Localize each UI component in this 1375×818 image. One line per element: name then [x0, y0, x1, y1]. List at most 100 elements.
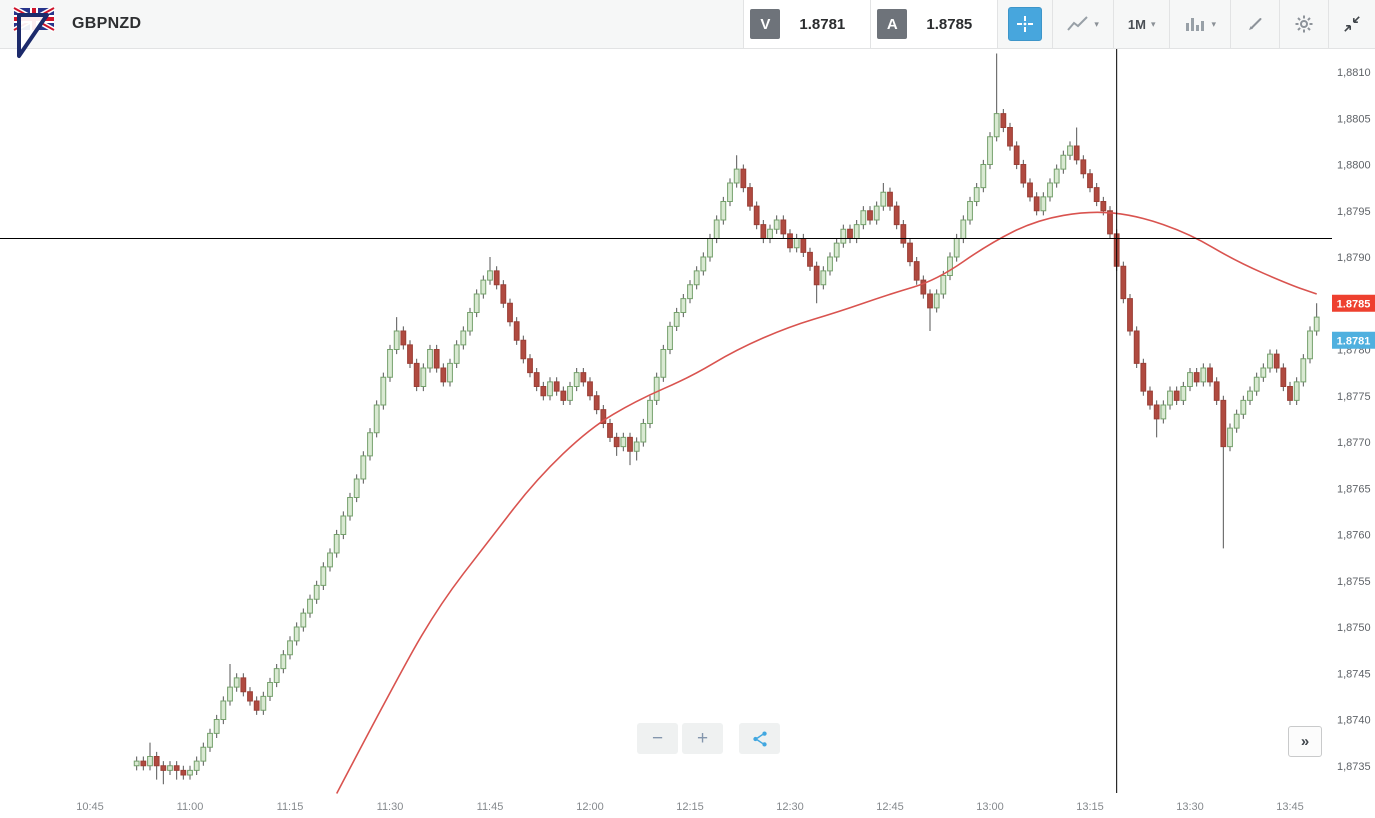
price-axis-label: 1,8740 [1337, 715, 1371, 727]
candle-body [787, 233, 793, 249]
drawing-tools-button[interactable] [1241, 0, 1269, 48]
time-axis-label: 12:00 [576, 801, 604, 813]
candle-body [920, 279, 927, 295]
sell-button[interactable]: V 1.8781 [744, 0, 870, 48]
indicators-group: ▾ [1169, 0, 1230, 48]
share-icon [752, 730, 767, 747]
candle-body [173, 765, 180, 771]
candle-body [820, 270, 827, 286]
time-axis-label: 13:45 [1276, 801, 1304, 813]
candle-body [1107, 210, 1113, 235]
candle-body [620, 436, 627, 448]
share-button[interactable] [739, 723, 780, 754]
arrow-overlay-icon [17, 13, 49, 58]
candle-body [253, 700, 260, 711]
candle-body [267, 682, 273, 697]
candle-body [940, 275, 947, 295]
candle-body [1067, 145, 1073, 156]
candle-body [1180, 386, 1187, 401]
candle-body [680, 298, 687, 313]
candles-layer[interactable] [133, 53, 1320, 785]
candle-body [720, 201, 727, 221]
candle-body [1200, 367, 1207, 383]
toolbar-tools: V 1.8781 A 1.8785 ▾ [743, 0, 1375, 48]
time-axis-label: 10:45 [76, 801, 104, 813]
price-chart[interactable]: 1,88101,88051,88001,87951,87901,87851,87… [0, 48, 1375, 818]
candle-body [1093, 187, 1100, 202]
candle-body [753, 205, 760, 226]
candle-body [993, 113, 1000, 138]
separator [870, 0, 872, 48]
candle-body [527, 358, 533, 374]
candle-body [387, 349, 393, 378]
price-axis-label: 1,8755 [1337, 576, 1371, 588]
symbol-label: GBPNZD [72, 15, 142, 32]
price-axis-label: 1,8775 [1337, 391, 1371, 403]
candle-body [1247, 390, 1253, 401]
settings-button[interactable] [1290, 0, 1318, 48]
chart-type-group: ▾ [1052, 0, 1113, 48]
buy-button[interactable]: A 1.8785 [871, 0, 997, 48]
collapse-group [1328, 0, 1375, 48]
candle-body [760, 224, 767, 239]
candle-body [700, 256, 707, 272]
candle-body [1140, 362, 1147, 392]
zoom-out-button[interactable]: − [637, 723, 678, 754]
candle-body [953, 238, 960, 258]
chevron-down-icon: ▾ [1150, 18, 1156, 29]
candle-body [1267, 353, 1273, 369]
indicators-button[interactable]: ▾ [1180, 0, 1220, 48]
collapse-chart-button[interactable] [1339, 0, 1365, 48]
zoom-in-button[interactable]: + [682, 723, 723, 754]
candle-body [360, 455, 367, 480]
toolbar: GBPNZD V 1.8781 A 1.8785 [0, 0, 1375, 58]
candle-body [460, 330, 467, 346]
candle-body [313, 584, 320, 600]
candle-body [867, 210, 873, 221]
candle-body [687, 284, 693, 300]
candle-body [707, 238, 713, 258]
price-axis-label: 1,8810 [1337, 67, 1371, 79]
buy-price: 1.8785 [926, 15, 973, 33]
time-axis-label: 11:30 [377, 801, 404, 813]
candle-body [660, 349, 667, 378]
candle-body [1073, 145, 1080, 161]
collapse-icon [1344, 16, 1360, 32]
crosshair-button[interactable] [1008, 7, 1043, 41]
candle-body [353, 478, 360, 498]
candle-body [827, 256, 833, 272]
chart-type-button[interactable]: ▾ [1063, 0, 1103, 48]
candle-body [200, 746, 207, 762]
candle-body [320, 566, 327, 586]
candle-body [1100, 201, 1107, 212]
chart-area[interactable]: 1,88101,88051,88001,87951,87901,87851,87… [0, 48, 1375, 818]
candle-body [187, 769, 193, 776]
candle-body [567, 386, 573, 401]
time-axis-label: 13:30 [1176, 801, 1204, 813]
candle-body [487, 270, 493, 281]
candle-body [1047, 182, 1053, 198]
candle-body [1207, 367, 1213, 383]
candle-body [880, 191, 887, 207]
candle-body [1167, 390, 1173, 406]
candle-body [393, 330, 400, 350]
candle-body [1013, 145, 1020, 165]
candle-body [800, 238, 807, 253]
price-axis-label: 1,8745 [1337, 668, 1371, 680]
timeframe-button[interactable]: 1M ▾ [1124, 0, 1160, 48]
candle-body [140, 760, 147, 767]
candle-body [607, 423, 613, 438]
candle-body [1000, 113, 1007, 128]
candle-body [367, 432, 373, 457]
expand-button[interactable]: » [1288, 726, 1322, 757]
candle-body [407, 344, 413, 364]
crosshair-group [997, 0, 1052, 48]
candle-body [433, 349, 440, 369]
time-axis-label: 11:15 [277, 801, 304, 813]
candle-body [667, 325, 673, 350]
candle-body [280, 654, 287, 670]
moving-average-line [335, 211, 1317, 794]
candle-body [1287, 386, 1293, 401]
time-axis-label: 11:00 [177, 801, 204, 813]
timeframe-group: 1M ▾ [1112, 0, 1170, 48]
